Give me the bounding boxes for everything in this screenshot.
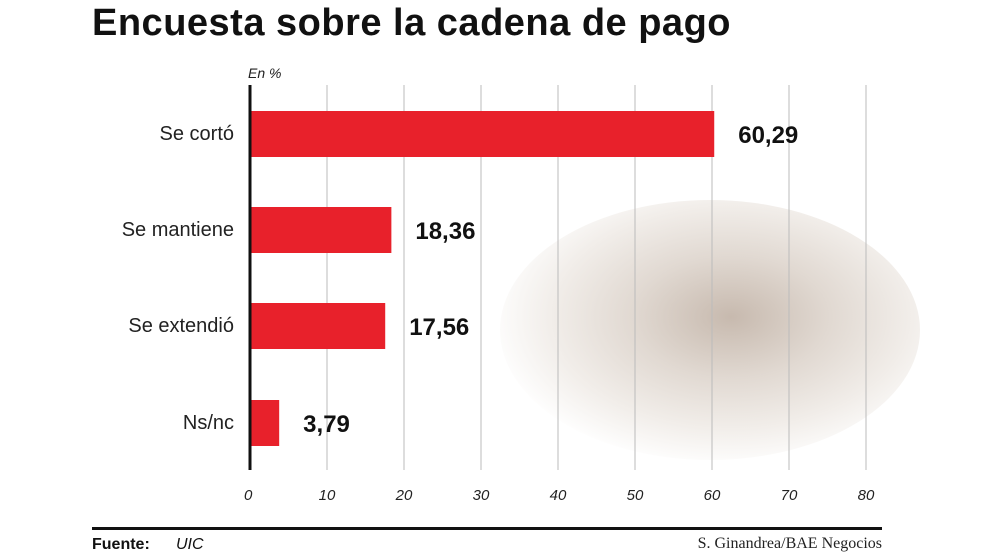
x-tick-label: 60 bbox=[704, 487, 721, 504]
category-label: Se extendió bbox=[128, 315, 234, 337]
bar bbox=[250, 111, 715, 157]
unit-label: En % bbox=[248, 65, 281, 81]
x-tick-label: 80 bbox=[858, 487, 875, 504]
source-value: UIC bbox=[176, 536, 204, 553]
value-label: 60,29 bbox=[738, 122, 798, 149]
x-tick-label: 70 bbox=[781, 487, 798, 504]
bar bbox=[250, 400, 280, 446]
chart-title: Encuesta sobre la cadena de pago bbox=[92, 2, 731, 44]
value-label: 18,36 bbox=[415, 218, 475, 245]
x-tick-label: 40 bbox=[550, 487, 567, 504]
bar bbox=[250, 207, 392, 253]
value-label: 17,56 bbox=[409, 314, 469, 341]
x-tick-label: 10 bbox=[319, 487, 336, 504]
value-label: 3,79 bbox=[303, 411, 350, 438]
source-label: Fuente: bbox=[92, 536, 150, 553]
bar bbox=[250, 303, 386, 349]
category-label: Se mantiene bbox=[122, 219, 234, 241]
x-tick-label: 30 bbox=[473, 487, 490, 504]
x-tick-label: 0 bbox=[244, 487, 253, 504]
credit: S. Ginandrea/BAE Negocios bbox=[697, 535, 882, 552]
x-tick-label: 20 bbox=[395, 487, 413, 504]
category-label: Ns/nc bbox=[183, 412, 234, 434]
background-photo-calculator bbox=[500, 200, 920, 460]
footer-divider bbox=[92, 527, 882, 530]
x-tick-label: 50 bbox=[627, 487, 644, 504]
category-label: Se cortó bbox=[160, 123, 234, 145]
